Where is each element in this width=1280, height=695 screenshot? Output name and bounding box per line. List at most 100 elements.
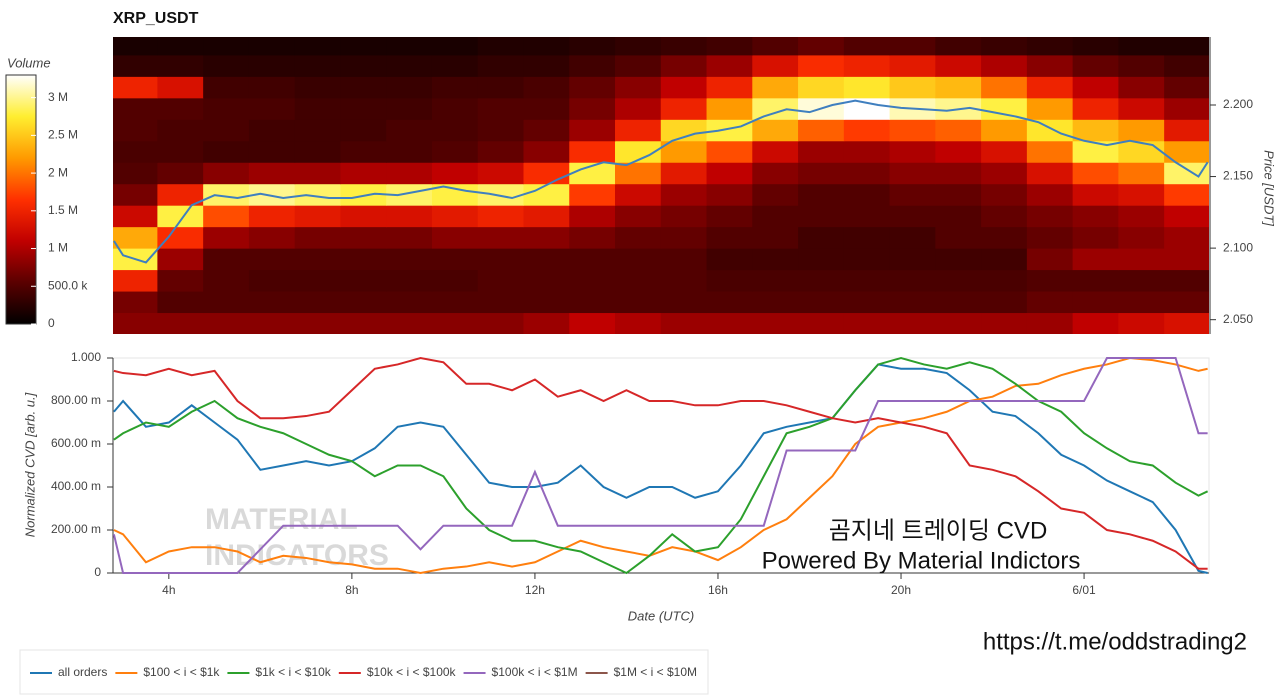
heatmap-cell	[477, 162, 524, 185]
heatmap-cell	[935, 162, 982, 185]
heatmap-cell	[340, 37, 387, 56]
heatmap-cell	[431, 269, 479, 292]
heatmap-cell	[706, 291, 753, 314]
heatmap-cell	[1072, 312, 1119, 334]
heatmap-cell	[615, 248, 662, 271]
heatmap-cell	[1026, 37, 1074, 56]
heatmap-cell	[935, 269, 982, 292]
heatmap-cell	[1118, 312, 1165, 334]
heatmap-cell	[569, 140, 616, 163]
heatmap-cell	[615, 37, 662, 56]
price-line	[113, 99, 1209, 264]
heatmap-cell	[1072, 37, 1119, 56]
legend-label: $100k < i < $1M	[492, 665, 578, 679]
y-axis-label: Normalized CVD [arb. u.]	[22, 392, 37, 537]
colorbar	[5, 74, 37, 325]
heatmap-cell	[1072, 162, 1119, 185]
heatmap-cell	[523, 248, 570, 271]
heatmap-cell	[1118, 248, 1165, 271]
legend-label: all orders	[58, 665, 107, 679]
heatmap-cell	[294, 119, 341, 142]
heatmap-cell	[340, 248, 387, 271]
heatmap-cell	[157, 291, 204, 314]
heatmap-cell	[157, 226, 204, 249]
heatmap-cell	[1118, 119, 1165, 142]
heatmap-cell	[752, 226, 799, 249]
heatmap-cell	[477, 140, 524, 163]
heatmap-cell	[569, 291, 616, 314]
heatmap-cell	[660, 119, 708, 142]
heatmap-cell	[981, 226, 1028, 249]
heatmap-cell	[340, 119, 387, 142]
heatmap-cell	[523, 312, 570, 334]
heatmap-cell	[1026, 54, 1074, 77]
heatmap-cell	[157, 97, 204, 120]
heatmap-cell	[113, 76, 158, 99]
y-tick-label: 2.150	[1223, 169, 1253, 183]
heatmap-cell	[113, 140, 158, 163]
heatmap-cell	[569, 119, 616, 142]
x-tick-label: 8h	[345, 583, 358, 597]
heatmap-cell	[935, 312, 982, 334]
heatmap-cell	[660, 183, 708, 206]
heatmap-cell	[1026, 162, 1074, 185]
heatmap-cell	[843, 162, 891, 185]
heatmap-cell	[935, 54, 982, 77]
heatmap-cell	[1072, 97, 1119, 120]
heatmap-cell	[660, 97, 708, 120]
colorbar-tick-label: 500.0 k	[48, 278, 88, 292]
heatmap-cell	[752, 291, 799, 314]
heatmap-cell	[798, 248, 845, 271]
heatmap-cell	[248, 140, 296, 163]
heatmap-cell	[340, 312, 387, 334]
heatmap-cell	[706, 54, 753, 77]
heatmap-cell	[615, 226, 662, 249]
heatmap-cell	[523, 205, 570, 228]
heatmap-cell	[157, 205, 204, 228]
heatmap-cell	[386, 248, 433, 271]
heatmap-cell	[569, 54, 616, 77]
heatmap-cell	[523, 269, 570, 292]
y-tick-label: 200.00 m	[51, 522, 101, 536]
heatmap-cell	[113, 312, 158, 334]
heatmap-cell	[431, 205, 479, 228]
heatmap-cell	[294, 248, 341, 271]
heatmap-cell	[248, 205, 296, 228]
heatmap-cell	[1118, 162, 1165, 185]
heatmap-cell	[889, 248, 936, 271]
heatmap-cell	[386, 37, 433, 56]
heatmap-cell	[615, 291, 662, 314]
heatmap-cell	[843, 97, 891, 120]
heatmap-cell	[340, 205, 387, 228]
heatmap-cell	[1164, 205, 1209, 228]
heatmap-cell	[706, 162, 753, 185]
heatmap-cell	[981, 269, 1028, 292]
heatmap-cell	[569, 97, 616, 120]
heatmap-cell	[660, 312, 708, 334]
heatmap-cell	[752, 269, 799, 292]
heatmap-cell	[203, 97, 250, 120]
heatmap-cell	[157, 140, 204, 163]
series-line	[113, 356, 1209, 575]
heatmap-cell	[660, 162, 708, 185]
heatmap-cell	[752, 312, 799, 334]
heatmap-cell	[798, 76, 845, 99]
heatmap-cell	[981, 183, 1028, 206]
heatmap-cell	[706, 205, 753, 228]
heatmap-cell	[660, 226, 708, 249]
heatmap-cell	[1164, 269, 1209, 292]
heatmap-cell	[294, 269, 341, 292]
heatmap-cell	[523, 37, 570, 56]
heatmap-cell	[935, 37, 982, 56]
series-group	[113, 356, 1209, 575]
heatmap-cell	[113, 226, 158, 249]
heatmap-cell	[935, 226, 982, 249]
heatmap-cell	[477, 37, 524, 56]
y-tick-label: 400.00 m	[51, 479, 101, 493]
heatmap-cell	[294, 226, 341, 249]
heatmap-cell	[477, 76, 524, 99]
heatmap-cell	[203, 205, 250, 228]
heatmap-cell	[1164, 140, 1209, 163]
heatmap-cell	[843, 312, 891, 334]
heatmap-cell	[752, 76, 799, 99]
